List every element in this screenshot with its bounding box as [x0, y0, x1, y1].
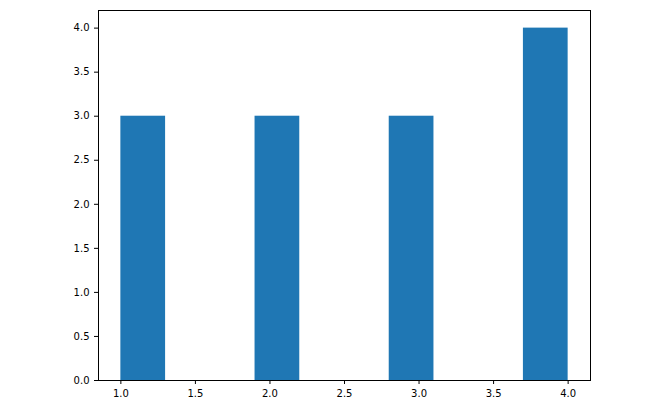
svg-text:1.0: 1.0 — [113, 388, 129, 399]
svg-text:2.5: 2.5 — [74, 154, 90, 165]
svg-text:1.5: 1.5 — [187, 388, 203, 399]
svg-text:2.5: 2.5 — [337, 388, 353, 399]
svg-text:4.0: 4.0 — [74, 22, 90, 33]
svg-text:2.0: 2.0 — [262, 388, 278, 399]
svg-text:3.5: 3.5 — [486, 388, 502, 399]
svg-text:0.0: 0.0 — [74, 375, 90, 386]
svg-text:2.0: 2.0 — [74, 199, 90, 210]
svg-text:3.5: 3.5 — [74, 66, 90, 77]
svg-text:3.0: 3.0 — [74, 110, 90, 121]
svg-text:1.5: 1.5 — [74, 243, 90, 254]
svg-text:3.0: 3.0 — [411, 388, 427, 399]
svg-text:0.5: 0.5 — [74, 331, 90, 342]
svg-text:4.0: 4.0 — [560, 388, 576, 399]
svg-text:1.0: 1.0 — [74, 287, 90, 298]
